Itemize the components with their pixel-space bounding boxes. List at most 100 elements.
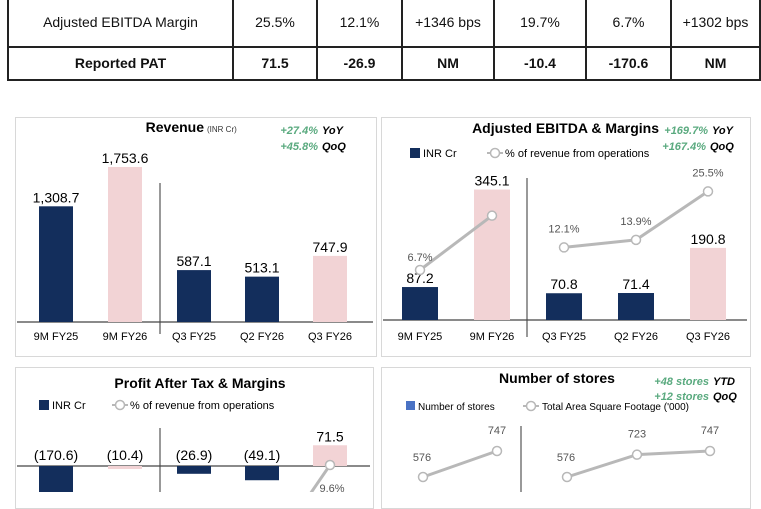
legend-bar-label: Number of stores — [418, 402, 495, 413]
ebitda-qoq-value: +167.4% — [662, 141, 706, 153]
legend-bar-label: INR Cr — [52, 400, 86, 412]
x-tick-label: Q3 FY26 — [308, 331, 352, 343]
margin-label: 25.5% — [692, 167, 723, 179]
x-tick-label: Q3 FY26 — [686, 331, 730, 343]
line-point — [631, 449, 643, 460]
legend-marker-icon — [489, 147, 501, 159]
cell: -10.4 — [493, 46, 587, 81]
revenue-yoy-label: YoY — [322, 125, 345, 137]
cell: -170.6 — [585, 46, 672, 81]
line-point — [324, 459, 336, 471]
margin-line — [309, 464, 332, 492]
legend-line-label: Total Area Square Footage ('000) — [542, 402, 689, 413]
stores-ytd-value: +48 stores — [654, 376, 709, 388]
cell: NM — [670, 46, 761, 81]
bar-value-label: (49.1) — [244, 447, 281, 463]
ebitda-qoq-label: QoQ — [710, 141, 734, 153]
x-tick-label: 9M FY25 — [398, 331, 443, 343]
revenue-title: Revenue — [146, 119, 205, 135]
bar — [39, 206, 73, 322]
revenue-qoq-value: +45.8% — [280, 141, 318, 153]
ebitda-yoy-value: +169.7% — [664, 125, 708, 137]
bar-value-label: 70.8 — [550, 276, 577, 292]
bar — [402, 287, 438, 320]
cell: -26.9 — [316, 46, 403, 81]
cell: 71.5 — [232, 46, 318, 81]
bar — [108, 466, 142, 470]
cell: 12.1% — [316, 0, 403, 48]
bar — [245, 276, 279, 322]
legend-marker-icon — [114, 399, 126, 411]
bar — [108, 166, 142, 322]
bar-value-label: 345.1 — [474, 173, 509, 189]
pat-title: Profit After Tax & Margins — [114, 375, 285, 391]
x-tick-label: Q2 FY26 — [614, 331, 658, 343]
cell: NM — [401, 46, 495, 81]
area-label: 723 — [628, 429, 646, 441]
bar-value-label: 190.8 — [690, 231, 725, 247]
stores-qoq-value: +12 stores — [654, 391, 709, 403]
legend-line-label: % of revenue from operations — [130, 400, 275, 412]
area-label: 576 — [413, 452, 431, 464]
row-label: Adjusted EBITDA Margin — [7, 0, 234, 48]
margin-label: 13.9% — [620, 216, 651, 228]
line-point — [558, 242, 570, 253]
bar — [177, 466, 211, 474]
legend-bar-label: INR Cr — [423, 148, 457, 160]
x-tick-label: 9M FY25 — [34, 331, 79, 343]
area-line — [422, 449, 498, 479]
bar — [618, 293, 654, 320]
line-point — [630, 234, 642, 246]
bar-value-label: (26.9) — [176, 447, 213, 463]
margin-label: 6.7% — [407, 252, 432, 264]
bar-value-label: 513.1 — [244, 260, 279, 276]
line-point — [561, 471, 573, 483]
bar — [313, 255, 347, 322]
line-point — [414, 264, 426, 276]
table-row: Adjusted EBITDA Margin 25.5% 12.1% +1346… — [7, 0, 761, 48]
bar-value-label: (10.4) — [107, 447, 144, 463]
revenue-unit: (INR Cr) — [207, 125, 237, 134]
x-tick-label: 9M FY26 — [470, 331, 515, 343]
cell: 6.7% — [585, 0, 672, 48]
bar — [546, 293, 582, 320]
revenue-qoq-label: QoQ — [322, 141, 346, 153]
stores-ytd-label: YTD — [713, 376, 735, 388]
margin-line — [419, 214, 493, 272]
stores-qoq-label: QoQ — [713, 391, 737, 403]
line-point — [704, 445, 716, 457]
bar-value-label: 71.5 — [316, 428, 343, 444]
bar — [313, 445, 347, 466]
x-tick-label: 9M FY26 — [103, 331, 148, 343]
margin-label: 12.1% — [548, 223, 579, 235]
bar — [245, 466, 279, 481]
area-label: 747 — [488, 425, 506, 437]
charts-canvas: Revenue (INR Cr) +27.4% YoY +45.8% QoQ A… — [17, 119, 747, 492]
stores-panel — [381, 367, 751, 509]
bar — [177, 270, 211, 322]
legend-bar-swatch — [410, 148, 420, 158]
cell: 25.5% — [232, 0, 318, 48]
line-point — [417, 471, 429, 483]
pat-panel — [15, 367, 374, 509]
x-tick-label: Q2 FY26 — [240, 331, 284, 343]
bar-value-label: (170.6) — [34, 447, 78, 463]
bar — [39, 466, 73, 492]
ebitda-title: Adjusted EBITDA & Margins — [472, 120, 659, 136]
legend-marker-icon — [525, 400, 537, 412]
line-point — [491, 445, 503, 457]
x-tick-label: Q3 FY25 — [542, 331, 586, 343]
row-label: Reported PAT — [7, 46, 234, 81]
bar-value-label: 1,308.7 — [33, 189, 80, 205]
line-point — [702, 186, 714, 197]
legend-line-label: % of revenue from operations — [505, 148, 650, 160]
x-tick-label: Q3 FY25 — [172, 331, 216, 343]
bar — [690, 247, 726, 320]
bar-value-label: 747.9 — [312, 239, 347, 255]
area-label: 747 — [701, 425, 719, 437]
revenue-yoy-value: +27.4% — [280, 125, 318, 137]
bar-value-label: 1,753.6 — [102, 150, 149, 166]
ebitda-yoy-label: YoY — [712, 125, 735, 137]
margin-label: 9.6% — [319, 483, 344, 492]
financial-summary-table: Adjusted EBITDA Margin 25.5% 12.1% +1346… — [7, 0, 761, 81]
